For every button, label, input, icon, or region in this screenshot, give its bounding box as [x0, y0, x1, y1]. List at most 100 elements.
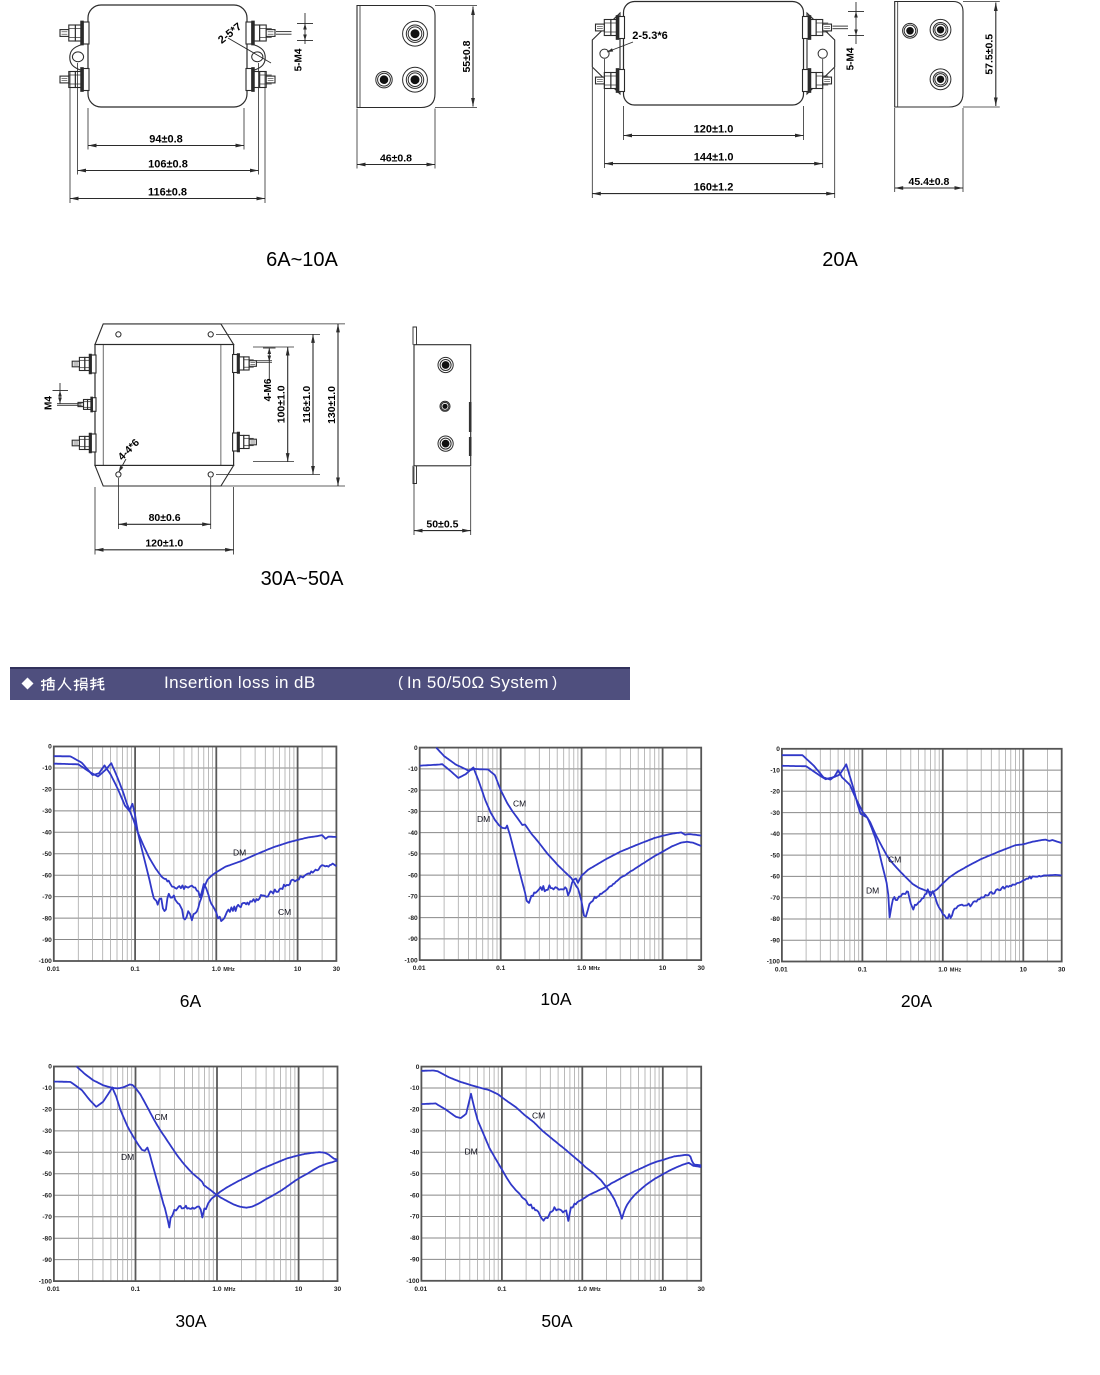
- svg-text:-60: -60: [770, 874, 780, 881]
- svg-text:1.0: 1.0: [577, 965, 586, 972]
- svg-text:10: 10: [659, 1286, 667, 1293]
- svg-text:0.1: 0.1: [496, 965, 505, 972]
- svg-text:6A: 6A: [180, 991, 202, 1011]
- svg-text:116±1.0: 116±1.0: [301, 386, 313, 423]
- svg-text:55±0.8: 55±0.8: [461, 40, 473, 72]
- svg-text:50±0.5: 50±0.5: [426, 518, 458, 530]
- svg-text:144±1.0: 144±1.0: [694, 151, 734, 163]
- svg-text:-50: -50: [42, 1171, 52, 1178]
- svg-text:-20: -20: [410, 1107, 420, 1114]
- svg-text:10: 10: [295, 1286, 303, 1293]
- svg-text:-70: -70: [770, 895, 780, 902]
- svg-text:1.0: 1.0: [578, 1286, 587, 1293]
- svg-text:MHz: MHz: [589, 966, 601, 972]
- svg-text:-70: -70: [42, 1214, 52, 1221]
- svg-text:-80: -80: [408, 915, 418, 922]
- svg-text:-20: -20: [408, 787, 418, 794]
- svg-text:1.0: 1.0: [212, 966, 221, 973]
- svg-text:45.4±0.8: 45.4±0.8: [909, 176, 950, 188]
- svg-text:-80: -80: [42, 915, 52, 922]
- svg-text:-100: -100: [39, 1278, 53, 1285]
- svg-text:MHz: MHz: [950, 968, 962, 974]
- svg-text:-60: -60: [42, 872, 52, 879]
- svg-text:0.01: 0.01: [47, 1286, 60, 1293]
- svg-text:0.1: 0.1: [131, 1286, 140, 1293]
- svg-text:-30: -30: [42, 1128, 52, 1135]
- svg-text:-90: -90: [410, 1257, 420, 1264]
- svg-text:-30: -30: [770, 810, 780, 817]
- svg-text:30A: 30A: [175, 1311, 206, 1331]
- svg-text:-10: -10: [42, 765, 52, 772]
- svg-text:5-M4: 5-M4: [294, 48, 305, 71]
- svg-text:10: 10: [294, 966, 302, 973]
- svg-text:94±0.8: 94±0.8: [149, 133, 183, 145]
- svg-text:DM: DM: [866, 886, 879, 896]
- svg-text:160±1.2: 160±1.2: [694, 181, 734, 193]
- svg-text:-10: -10: [410, 1085, 420, 1092]
- svg-text:30: 30: [698, 1286, 706, 1293]
- svg-text:DM: DM: [477, 814, 490, 824]
- svg-text:0: 0: [416, 1064, 420, 1071]
- svg-text:50A: 50A: [541, 1311, 572, 1331]
- svg-text:30A~50A: 30A~50A: [261, 568, 345, 590]
- svg-text:-60: -60: [408, 872, 418, 879]
- svg-text:DM: DM: [233, 848, 246, 858]
- svg-text:-20: -20: [770, 789, 780, 796]
- svg-text:4-M6: 4-M6: [263, 378, 274, 401]
- svg-text:10: 10: [659, 965, 667, 972]
- svg-text:-40: -40: [410, 1150, 420, 1157]
- svg-text:-50: -50: [42, 851, 52, 858]
- svg-text:46±0.8: 46±0.8: [380, 152, 412, 164]
- svg-text:-40: -40: [408, 830, 418, 837]
- svg-text:100±1.0: 100±1.0: [276, 385, 288, 423]
- svg-text:-30: -30: [410, 1128, 420, 1135]
- svg-text:-90: -90: [770, 937, 780, 944]
- svg-text:20A: 20A: [901, 991, 932, 1011]
- svg-text:-100: -100: [406, 1278, 420, 1285]
- svg-text:CM: CM: [532, 1111, 545, 1121]
- svg-text:-100: -100: [767, 959, 781, 966]
- svg-text:CM: CM: [278, 907, 291, 917]
- svg-text:10A: 10A: [540, 989, 571, 1009]
- svg-text:-100: -100: [39, 958, 53, 965]
- svg-text:0.01: 0.01: [413, 965, 426, 972]
- svg-text:-60: -60: [410, 1192, 420, 1199]
- svg-text:MHz: MHz: [223, 967, 235, 973]
- svg-text:10: 10: [1020, 967, 1028, 974]
- svg-text:-50: -50: [408, 851, 418, 858]
- svg-text:120±1.0: 120±1.0: [694, 123, 734, 135]
- svg-text:M4: M4: [44, 396, 55, 410]
- svg-text:0: 0: [48, 744, 52, 751]
- svg-text:-30: -30: [408, 809, 418, 816]
- svg-text:30: 30: [334, 1286, 342, 1293]
- svg-text:-100: -100: [404, 957, 418, 964]
- svg-text:-90: -90: [42, 1257, 52, 1264]
- svg-text:0.01: 0.01: [47, 966, 60, 973]
- svg-text:DM: DM: [465, 1147, 478, 1157]
- svg-text:2-5.3*6: 2-5.3*6: [632, 30, 667, 42]
- svg-text:1.0: 1.0: [212, 1286, 221, 1293]
- svg-text:MHz: MHz: [589, 1287, 601, 1293]
- svg-text:0.1: 0.1: [858, 967, 867, 974]
- svg-text:-30: -30: [42, 808, 52, 815]
- svg-text:1.0: 1.0: [938, 967, 947, 974]
- svg-text:-20: -20: [42, 1107, 52, 1114]
- svg-text:-50: -50: [410, 1171, 420, 1178]
- svg-text:30: 30: [1058, 967, 1066, 974]
- svg-text:-90: -90: [42, 937, 52, 944]
- svg-text:80±0.6: 80±0.6: [149, 512, 181, 524]
- svg-text:20A: 20A: [822, 249, 858, 271]
- svg-text:-10: -10: [42, 1085, 52, 1092]
- svg-text:30: 30: [698, 965, 706, 972]
- svg-text:0: 0: [414, 745, 418, 752]
- svg-text:0.01: 0.01: [414, 1286, 427, 1293]
- svg-text:-40: -40: [42, 830, 52, 837]
- svg-text:120±1.0: 120±1.0: [145, 538, 183, 550]
- svg-text:MHz: MHz: [224, 1287, 236, 1293]
- svg-text:0: 0: [776, 746, 780, 753]
- svg-text:106±0.8: 106±0.8: [148, 158, 188, 170]
- svg-text:-80: -80: [770, 916, 780, 923]
- svg-text:-70: -70: [42, 894, 52, 901]
- svg-text:57.5±0.5: 57.5±0.5: [984, 34, 996, 75]
- svg-text:0.01: 0.01: [775, 967, 788, 974]
